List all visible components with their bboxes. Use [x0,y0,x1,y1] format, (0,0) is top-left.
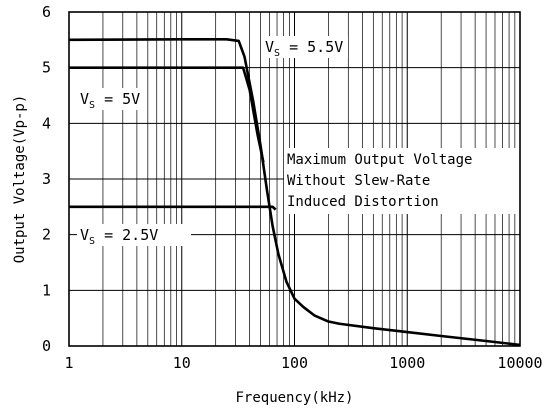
y-tick-label: 3 [42,170,51,188]
y-axis-label: Output Voltage(Vp-p) [12,95,28,264]
x-tick-label: 10000 [497,354,542,372]
y-tick-label: 0 [42,337,51,355]
annotation-background [284,148,522,214]
series-labels: VS = 5.5V VS = 5V VS = 2.5V [77,36,348,247]
annotation: Maximum Output Voltage Without Slew-Rate I… [284,148,522,214]
annotation-line: Maximum Output Voltage [287,152,472,168]
x-axis-label: Frequency(kHz) [235,390,353,406]
series-label-background [77,88,145,110]
series-label-vs-5-5v: VS = 5.5V [265,38,343,59]
y-tick-label: 2 [42,226,51,244]
x-tick-label: 1000 [389,354,425,372]
series-label-vs-5v: VS = 5V [80,90,140,111]
series-curves [68,37,521,347]
annotation-line: Induced Distortion [287,194,439,210]
y-tick-label: 4 [42,114,51,132]
series-label-vs-2-5v: VS = 2.5V [80,226,158,247]
y-tick-label: 5 [42,59,51,77]
x-tick-label: 100 [281,354,308,372]
series-label-background [77,224,191,246]
y-tick-label: 1 [42,281,51,299]
annotation-line: Without Slew-Rate [287,173,430,189]
series-line-vs-5-5v [68,37,521,347]
series-line-vs-2-5v [69,205,277,211]
x-tick-label: 10 [173,354,191,372]
plot-frame [68,11,521,347]
x-tick-label: 1 [64,354,73,372]
series-line-vs-5v [69,66,265,163]
series-label-background [262,36,348,58]
y-tick-label: 6 [42,3,51,21]
